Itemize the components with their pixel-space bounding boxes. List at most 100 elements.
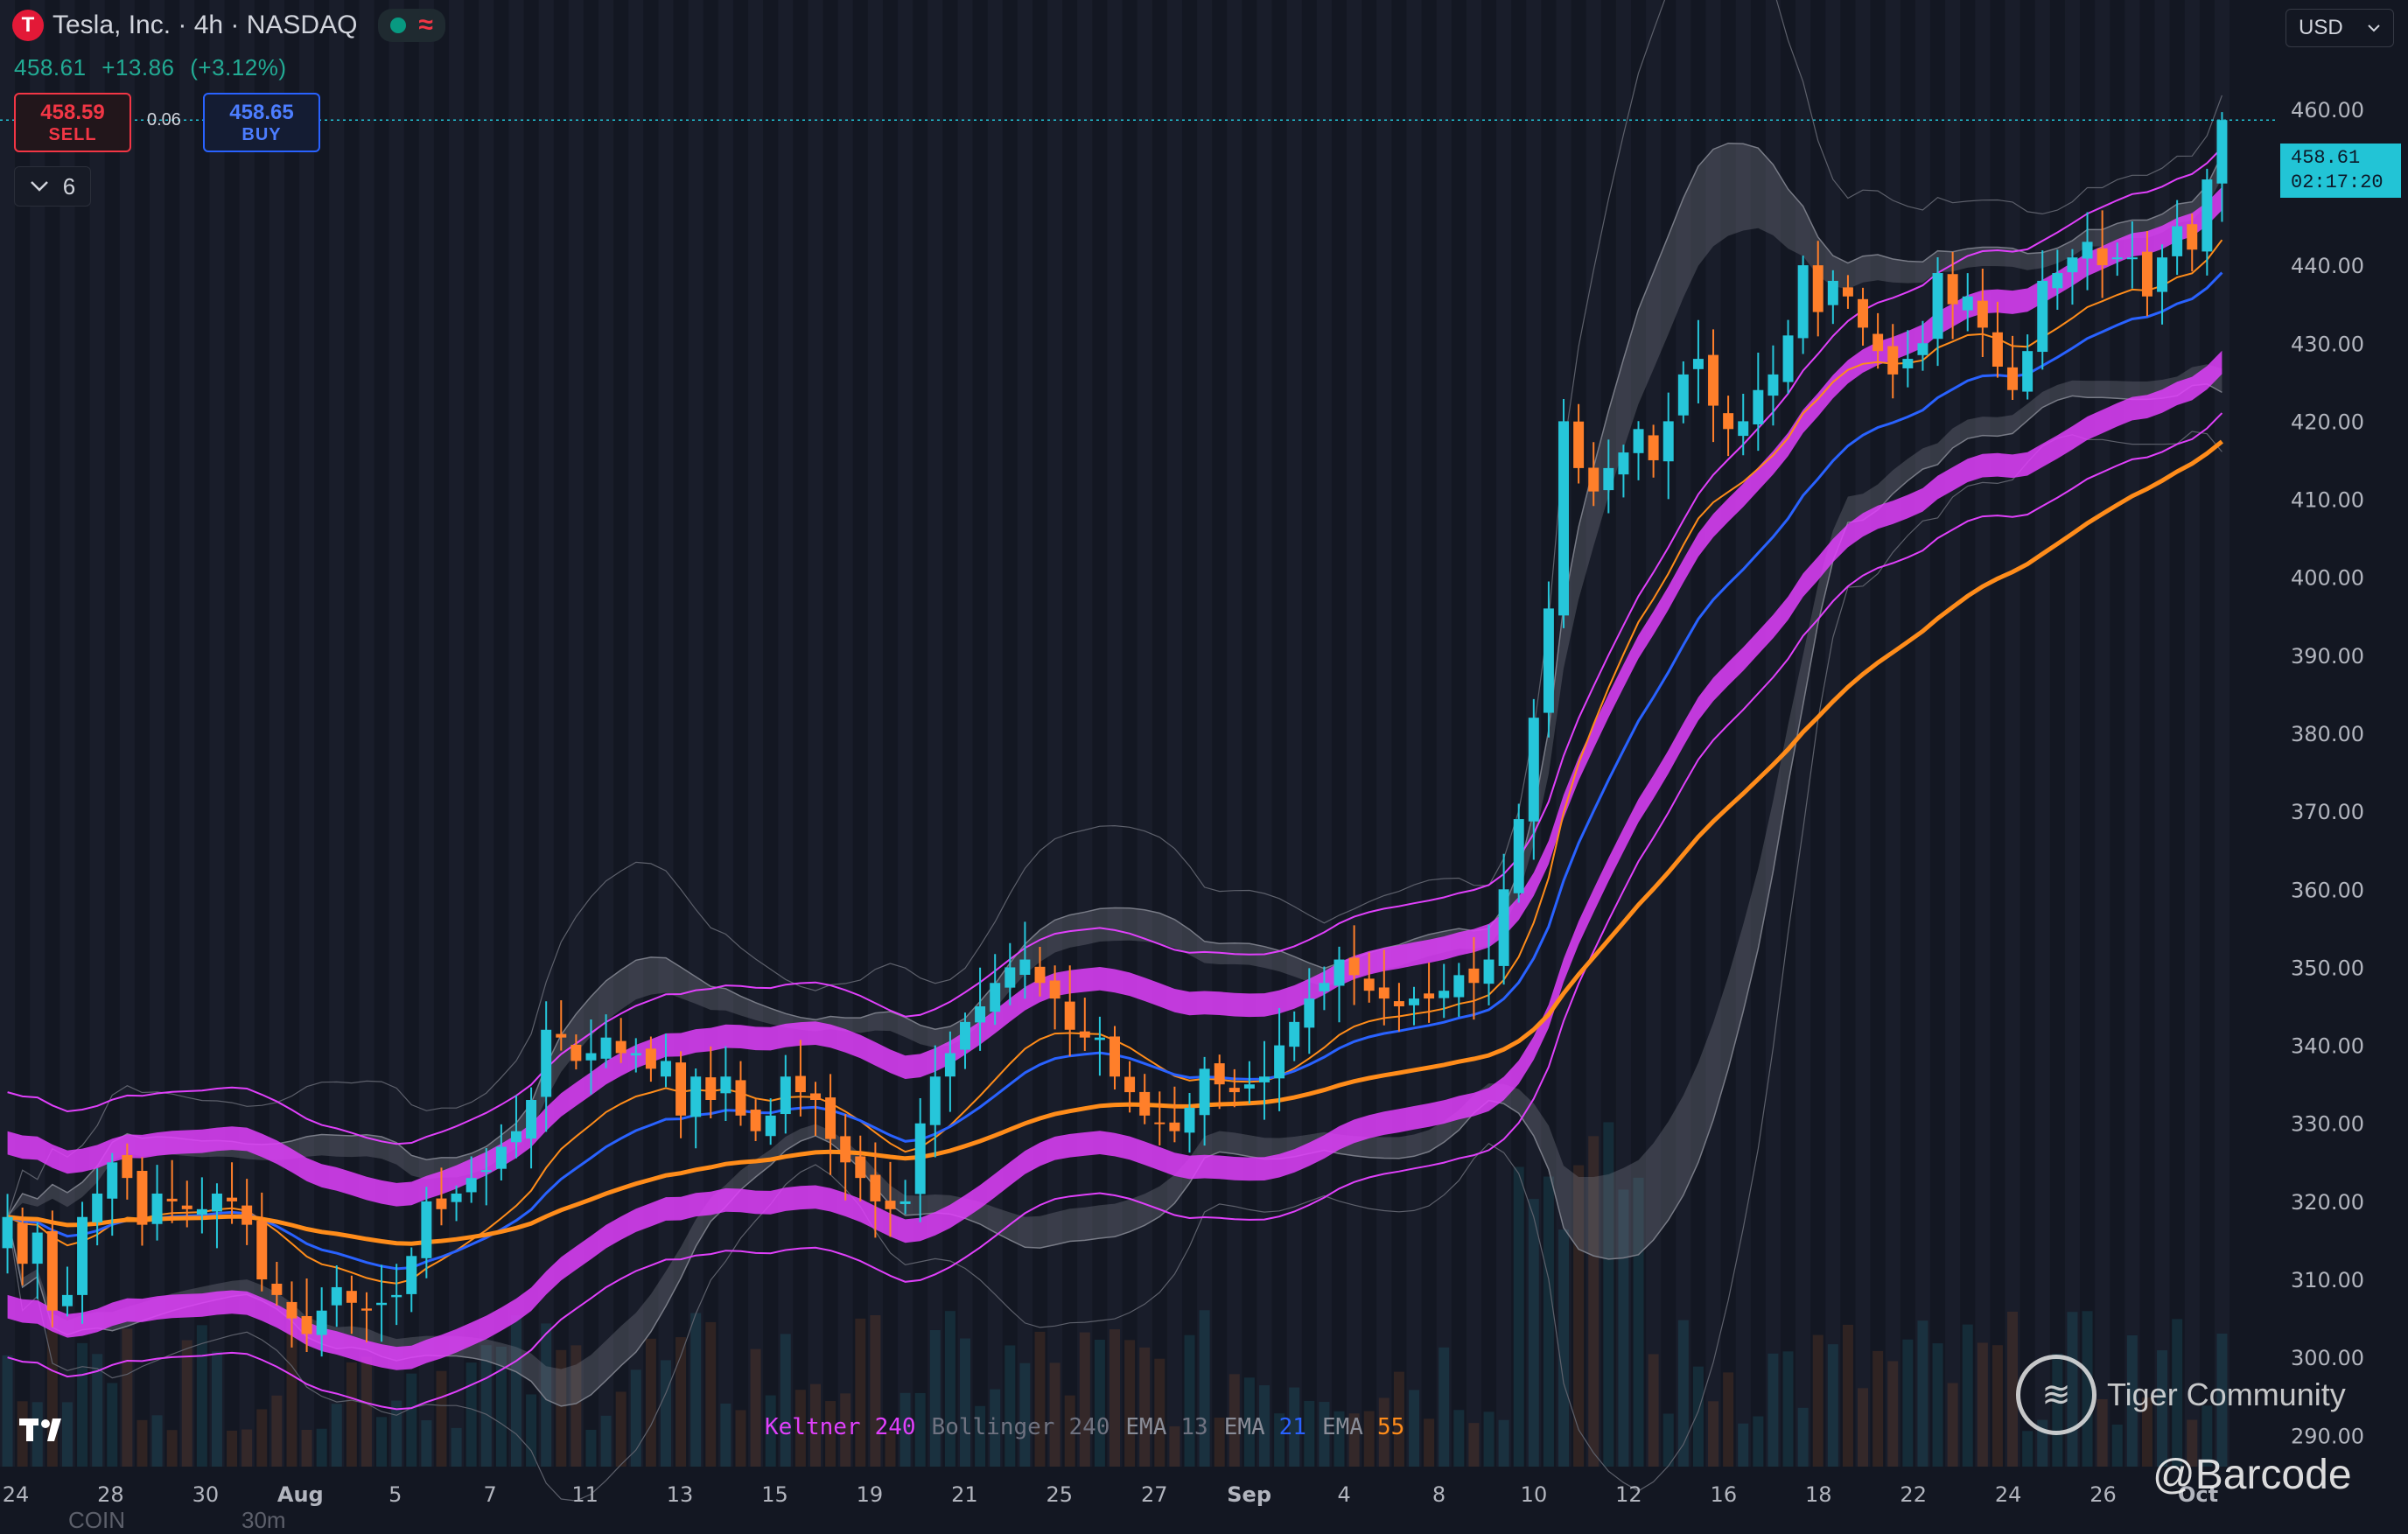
candle-body <box>2202 179 2213 252</box>
candle-body <box>2126 257 2138 260</box>
time-tick-label: 11 <box>571 1482 598 1507</box>
wave-icon: ≈ <box>418 11 433 39</box>
legend-ema-55[interactable]: EMA 55 <box>1322 1414 1404 1440</box>
time-tick-label: 19 <box>857 1482 884 1507</box>
time-tick-label: Sep <box>1227 1482 1271 1507</box>
candle-body <box>1723 413 1734 430</box>
volume-bar <box>1677 1320 1689 1467</box>
legend-keltner[interactable]: Keltner 240 <box>765 1414 916 1440</box>
volume-bar <box>1543 1176 1554 1467</box>
candle-body <box>2172 226 2183 256</box>
volume-bar <box>1708 1401 1719 1467</box>
volume-bar <box>1528 1199 1539 1467</box>
candle-body <box>316 1310 327 1335</box>
candle-body <box>2007 367 2019 390</box>
volume-bar <box>301 1430 312 1467</box>
candle-body <box>1962 296 1973 311</box>
candle-body <box>1528 718 1539 822</box>
session-stripe <box>898 0 914 1467</box>
volume-bar <box>780 1334 791 1467</box>
market-status[interactable]: ≈ <box>378 9 445 42</box>
session-stripe <box>1047 0 1063 1467</box>
candle-body <box>256 1221 268 1280</box>
candle-body <box>1872 333 1884 352</box>
volume-bar <box>914 1392 926 1467</box>
volume-bar <box>526 1394 537 1467</box>
volume-bar <box>1618 1189 1629 1467</box>
volume-bar <box>1274 1413 1285 1467</box>
candle-body <box>1363 978 1375 991</box>
symbol-title[interactable]: Tesla, Inc. · 4h · NASDAQ <box>52 11 358 39</box>
session-stripe <box>0 0 16 1467</box>
volume-bar <box>286 1309 298 1467</box>
keltner-outer-upper <box>7 147 2223 1145</box>
candle-body <box>1304 998 1315 1028</box>
volume-bar <box>1932 1343 1943 1467</box>
candle-body <box>2082 242 2093 259</box>
legend-ema-21[interactable]: EMA 21 <box>1224 1414 1306 1440</box>
session-stripe <box>1077 0 1093 1467</box>
price-tick-label: 430.00 <box>2291 332 2364 356</box>
candle-body <box>2096 248 2108 266</box>
indicators-toggle-button[interactable]: 6 <box>14 166 91 207</box>
currency-select[interactable]: USD <box>2286 9 2394 47</box>
candle-body <box>1199 1068 1210 1116</box>
candle-body <box>1214 1063 1225 1085</box>
legend-ema-13[interactable]: EMA 13 <box>1125 1414 1208 1440</box>
volume-bar <box>1184 1334 1195 1467</box>
session-stripe <box>1975 0 1991 1467</box>
bollinger-outer-upper <box>7 0 2222 1217</box>
session-stripe <box>748 0 764 1467</box>
candle-body <box>360 1308 372 1311</box>
candle-body <box>1289 1021 1300 1047</box>
last-price-tag: 458.61 02:17:20 <box>2280 144 2401 198</box>
candle-body <box>466 1178 477 1193</box>
volume-bar <box>735 1410 746 1467</box>
session-stripe <box>2154 0 2170 1467</box>
session-stripe <box>1945 0 1961 1467</box>
candle-body <box>46 1230 58 1311</box>
candle-body <box>585 1053 597 1061</box>
session-stripe <box>778 0 794 1467</box>
candle-body <box>2141 251 2152 297</box>
volume-bar <box>1902 1339 1914 1467</box>
candle-body <box>1677 374 1689 416</box>
candle-body <box>406 1256 417 1294</box>
candle-body <box>1543 608 1554 713</box>
candle-body <box>436 1198 447 1209</box>
candle-body <box>495 1146 507 1169</box>
symbol-header[interactable]: T Tesla, Inc. · 4h · NASDAQ ≈ <box>12 9 445 42</box>
tradingview-logo[interactable] <box>19 1414 72 1453</box>
candle-body <box>1753 389 1764 424</box>
session-stripe <box>418 0 434 1467</box>
volume-bar <box>77 1342 88 1467</box>
price-tick-label: 410.00 <box>2291 488 2364 513</box>
session-stripe <box>209 0 225 1467</box>
candle-body <box>2 1216 13 1249</box>
candle-body <box>645 1048 656 1069</box>
volume-bar <box>585 1429 597 1467</box>
session-stripe <box>2034 0 2050 1467</box>
volume-bar <box>1753 1416 1764 1467</box>
legend-value: 13 <box>1180 1414 1208 1440</box>
buy-button[interactable]: 458.65 BUY <box>203 93 320 152</box>
indicator-legend: Keltner 240 Bollinger 240 EMA 13 EMA 21 … <box>765 1414 1404 1440</box>
candle-body <box>1633 429 1644 453</box>
price-tick-label: 300.00 <box>2291 1346 2364 1370</box>
legend-bollinger[interactable]: Bollinger 240 <box>932 1414 1110 1440</box>
session-stripe <box>299 0 315 1467</box>
candle-body <box>556 1033 567 1038</box>
price-change: +13.86 <box>102 54 175 81</box>
volume-bar <box>1079 1332 1090 1467</box>
volume-bar <box>1917 1320 1928 1467</box>
candle-body <box>1992 332 2003 367</box>
sell-button[interactable]: 458.59 SELL <box>14 93 131 152</box>
candle-body <box>690 1076 702 1117</box>
volume-bar <box>271 1395 283 1467</box>
price-tick-label: 360.00 <box>2291 878 2364 902</box>
volume-bar <box>2187 1419 2198 1467</box>
candle-body <box>541 1029 552 1097</box>
legend-name: Keltner <box>765 1414 861 1440</box>
volume-bar <box>1304 1400 1315 1467</box>
